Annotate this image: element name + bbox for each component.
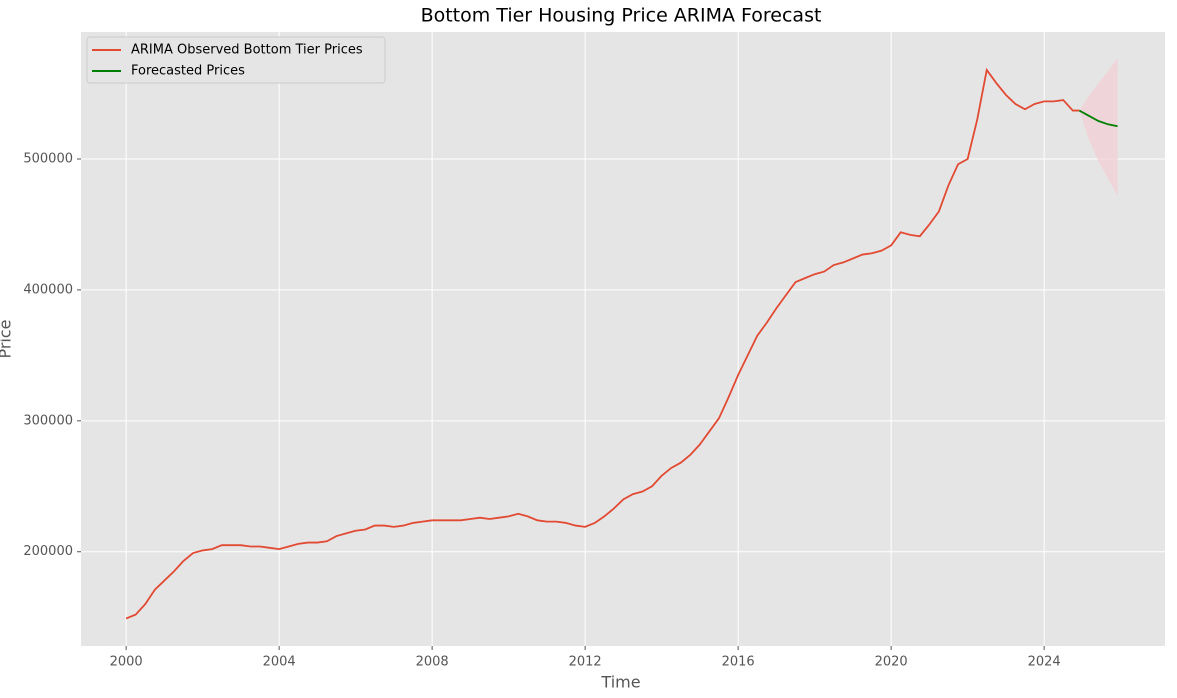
x-tick-label: 2012 [569, 655, 602, 670]
chart-title: Bottom Tier Housing Price ARIMA Forecast [421, 5, 822, 27]
legend-label: Forecasted Prices [131, 64, 245, 79]
y-axis-label: Price [0, 319, 15, 358]
plot-area [81, 32, 1165, 646]
x-tick-label: 2016 [722, 655, 755, 670]
x-tick-label: 2004 [263, 655, 296, 670]
x-tick-label: 2000 [110, 655, 143, 670]
legend-label: ARIMA Observed Bottom Tier Prices [131, 43, 363, 58]
x-tick-label: 2024 [1028, 655, 1061, 670]
y-tick-label: 400000 [23, 282, 73, 297]
y-tick-label: 500000 [23, 151, 73, 166]
x-tick-label: 2020 [875, 655, 908, 670]
y-tick-label: 300000 [23, 413, 73, 428]
x-tick-label: 2008 [416, 655, 449, 670]
x-axis-label: Time [600, 673, 640, 692]
series-line [125, 67, 1080, 620]
legend-box [86, 36, 386, 84]
y-tick-label: 200000 [23, 544, 73, 559]
confidence-band [1079, 58, 1118, 196]
series-line [1078, 109, 1118, 128]
